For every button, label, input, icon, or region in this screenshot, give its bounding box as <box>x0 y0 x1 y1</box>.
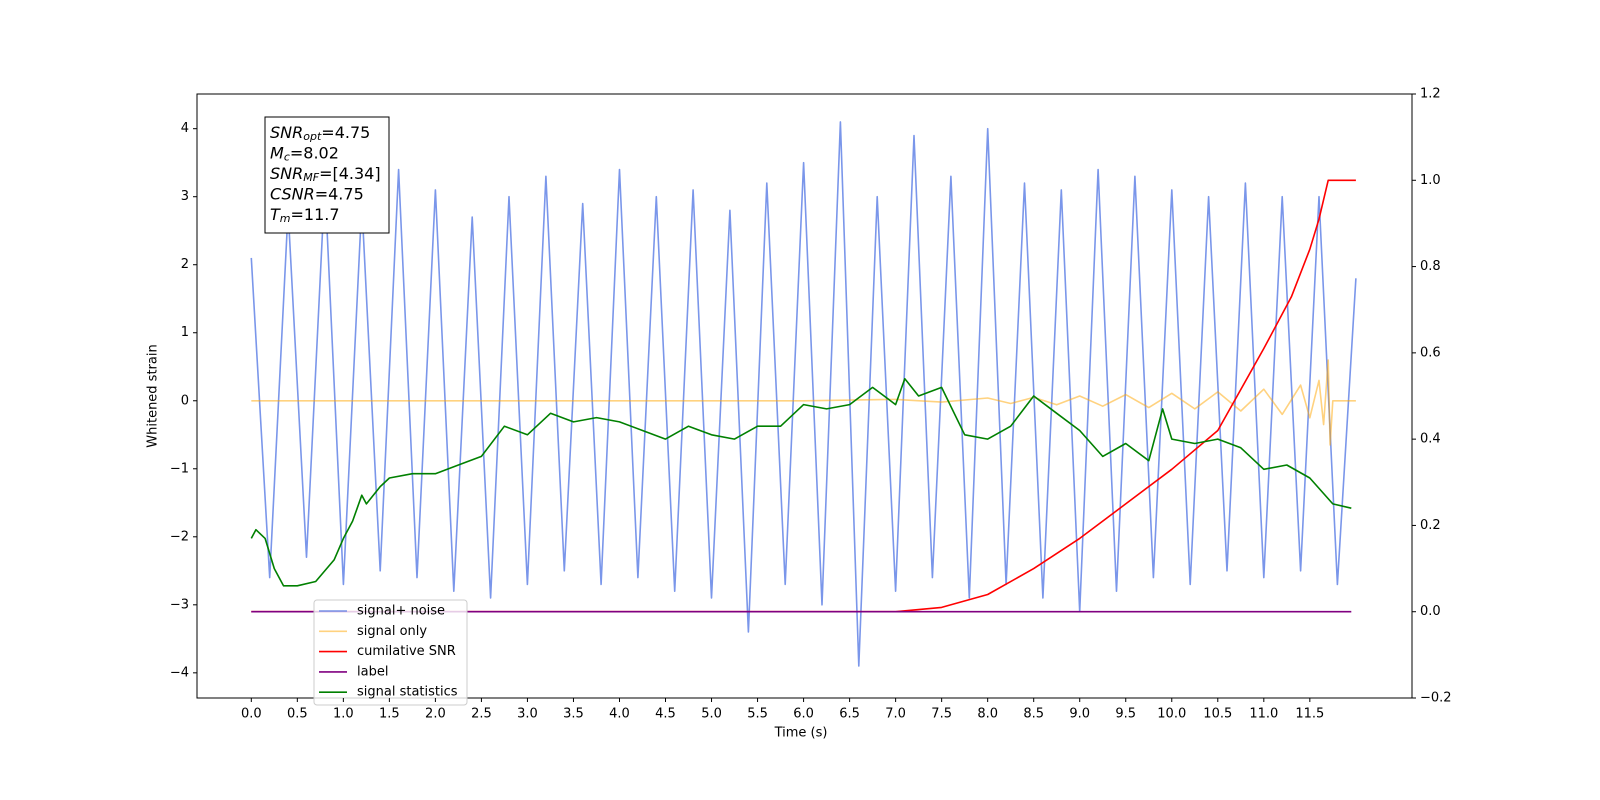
annotation-part: =8.02 <box>290 143 339 162</box>
annotation-part: SNR <box>270 164 303 183</box>
y2-tick-label: −0.2 <box>1420 691 1452 706</box>
y2-tick-label: 1.0 <box>1420 173 1441 188</box>
annotation-line: Mc=8.02 <box>270 143 339 164</box>
y-tick-label: −2 <box>170 529 189 544</box>
annotation-part: =11.7 <box>291 205 340 224</box>
series-line <box>251 359 1356 446</box>
annotation-line: CSNR=4.75 <box>270 184 364 203</box>
x-tick-label: 7.0 <box>885 707 906 722</box>
x-tick-label: 1.5 <box>379 707 400 722</box>
x-tick-label: 11.0 <box>1249 707 1278 722</box>
y2-tick-label: 0.6 <box>1420 345 1441 360</box>
annotation-part: opt <box>303 130 322 143</box>
legend-box <box>313 599 468 706</box>
annotation-part: m <box>280 212 291 225</box>
y2-tick-label: 0.8 <box>1420 259 1441 274</box>
x-tick-label: 3.5 <box>563 707 584 722</box>
x-tick-label: 1.0 <box>333 707 354 722</box>
series-line <box>250 121 1357 667</box>
x-tick-label: 11.5 <box>1295 707 1324 722</box>
series-line <box>250 377 1352 587</box>
legend-label: cumilative SNR <box>357 644 456 659</box>
x-tick-label: 10.0 <box>1157 707 1186 722</box>
y-tick-label: 3 <box>181 189 189 204</box>
y2-tick-label: 1.2 <box>1420 87 1441 102</box>
x-tick-label: 6.5 <box>839 707 860 722</box>
x-tick-label: 5.0 <box>701 707 722 722</box>
annotation-part: SNR <box>270 123 303 142</box>
legend-label: signal statistics <box>357 685 458 700</box>
y-tick-label: 2 <box>181 257 189 272</box>
annotation-line: Tm=11.7 <box>270 205 340 226</box>
y2-tick-label: 0.2 <box>1420 518 1441 533</box>
legend-label: signal+ noise <box>357 604 445 619</box>
x-axis-label: Time (s) <box>774 726 828 741</box>
annotation-part: =4.75 <box>315 184 364 203</box>
x-tick-label: 5.5 <box>747 707 768 722</box>
x-tick-label: 8.5 <box>1023 707 1044 722</box>
annotation: SNRopt=4.75Mc=8.02SNRMF=[4.34]CSNR=4.75T… <box>264 116 390 234</box>
y-tick-label: −3 <box>170 597 189 612</box>
y-axis-label: Whitened strain <box>146 344 161 447</box>
series-line <box>251 179 1356 613</box>
legend-label: signal only <box>357 624 427 639</box>
x-tick-label: 2.5 <box>471 707 492 722</box>
axes-frame <box>196 93 1413 699</box>
y-tick-label: −1 <box>170 461 189 476</box>
x-tick-label: 10.5 <box>1203 707 1232 722</box>
y2-tick-label: 0.0 <box>1420 604 1441 619</box>
x-tick-label: 3.0 <box>517 707 538 722</box>
y2-tick-label: 0.4 <box>1420 432 1441 447</box>
x-tick-label: 4.0 <box>609 707 630 722</box>
legend: signal+ noise signal only cumilative SNR la… <box>313 599 468 706</box>
x-tick-label: 6.0 <box>793 707 814 722</box>
x-tick-label: 9.0 <box>1069 707 1090 722</box>
y-tick-label: 4 <box>181 121 189 136</box>
annotation-part: MF <box>303 171 319 184</box>
legend-label: label <box>357 664 388 679</box>
x-tick-label: 0.0 <box>241 707 262 722</box>
annotation-box <box>264 116 390 234</box>
annotation-part: =[4.34] <box>319 164 381 183</box>
x-tick-label: 0.5 <box>287 707 308 722</box>
annotation-line: SNRMF=[4.34] <box>270 164 381 185</box>
x-tick-label: 8.0 <box>977 707 998 722</box>
annotation-line: SNRopt=4.75 <box>270 123 370 144</box>
annotation-part: =4.75 <box>321 123 370 142</box>
x-tick-label: 4.5 <box>655 707 676 722</box>
y-tick-label: −4 <box>170 665 189 680</box>
annotation-part: CSNR <box>270 184 315 203</box>
annotation-part: T <box>270 205 281 224</box>
annotation-part: c <box>284 151 290 164</box>
y-tick-label: 0 <box>181 393 189 408</box>
x-tick-label: 7.5 <box>931 707 952 722</box>
annotation-part: M <box>270 143 284 162</box>
y-tick-label: 1 <box>181 325 189 340</box>
x-tick-label: 2.0 <box>425 707 446 722</box>
x-tick-label: 9.5 <box>1115 707 1136 722</box>
